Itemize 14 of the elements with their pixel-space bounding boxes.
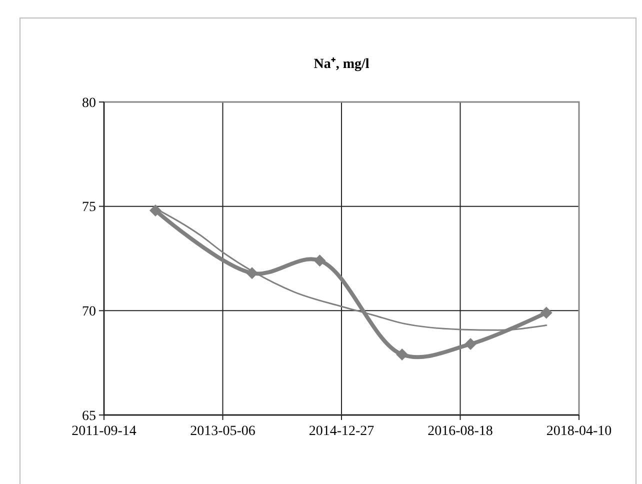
point [464,338,477,350]
y-tick-label: 65 [82,408,96,424]
point [396,348,408,360]
point [314,254,326,267]
y-tick-label: 75 [82,200,96,216]
x-tick-label: 2011-09-14 [72,424,136,439]
y-tick-label: 80 [82,96,96,111]
x-tick-label: 2016-08-18 [428,424,493,439]
x-tick-label: 2014-12-27 [308,424,374,439]
chart-title: Na⁺, mg/l [314,57,370,72]
y-tick-label: 70 [82,304,96,320]
x-tick-label: 2013-05-06 [190,424,256,439]
x-tick-label: 2018-04-10 [546,424,612,439]
point [540,306,552,319]
